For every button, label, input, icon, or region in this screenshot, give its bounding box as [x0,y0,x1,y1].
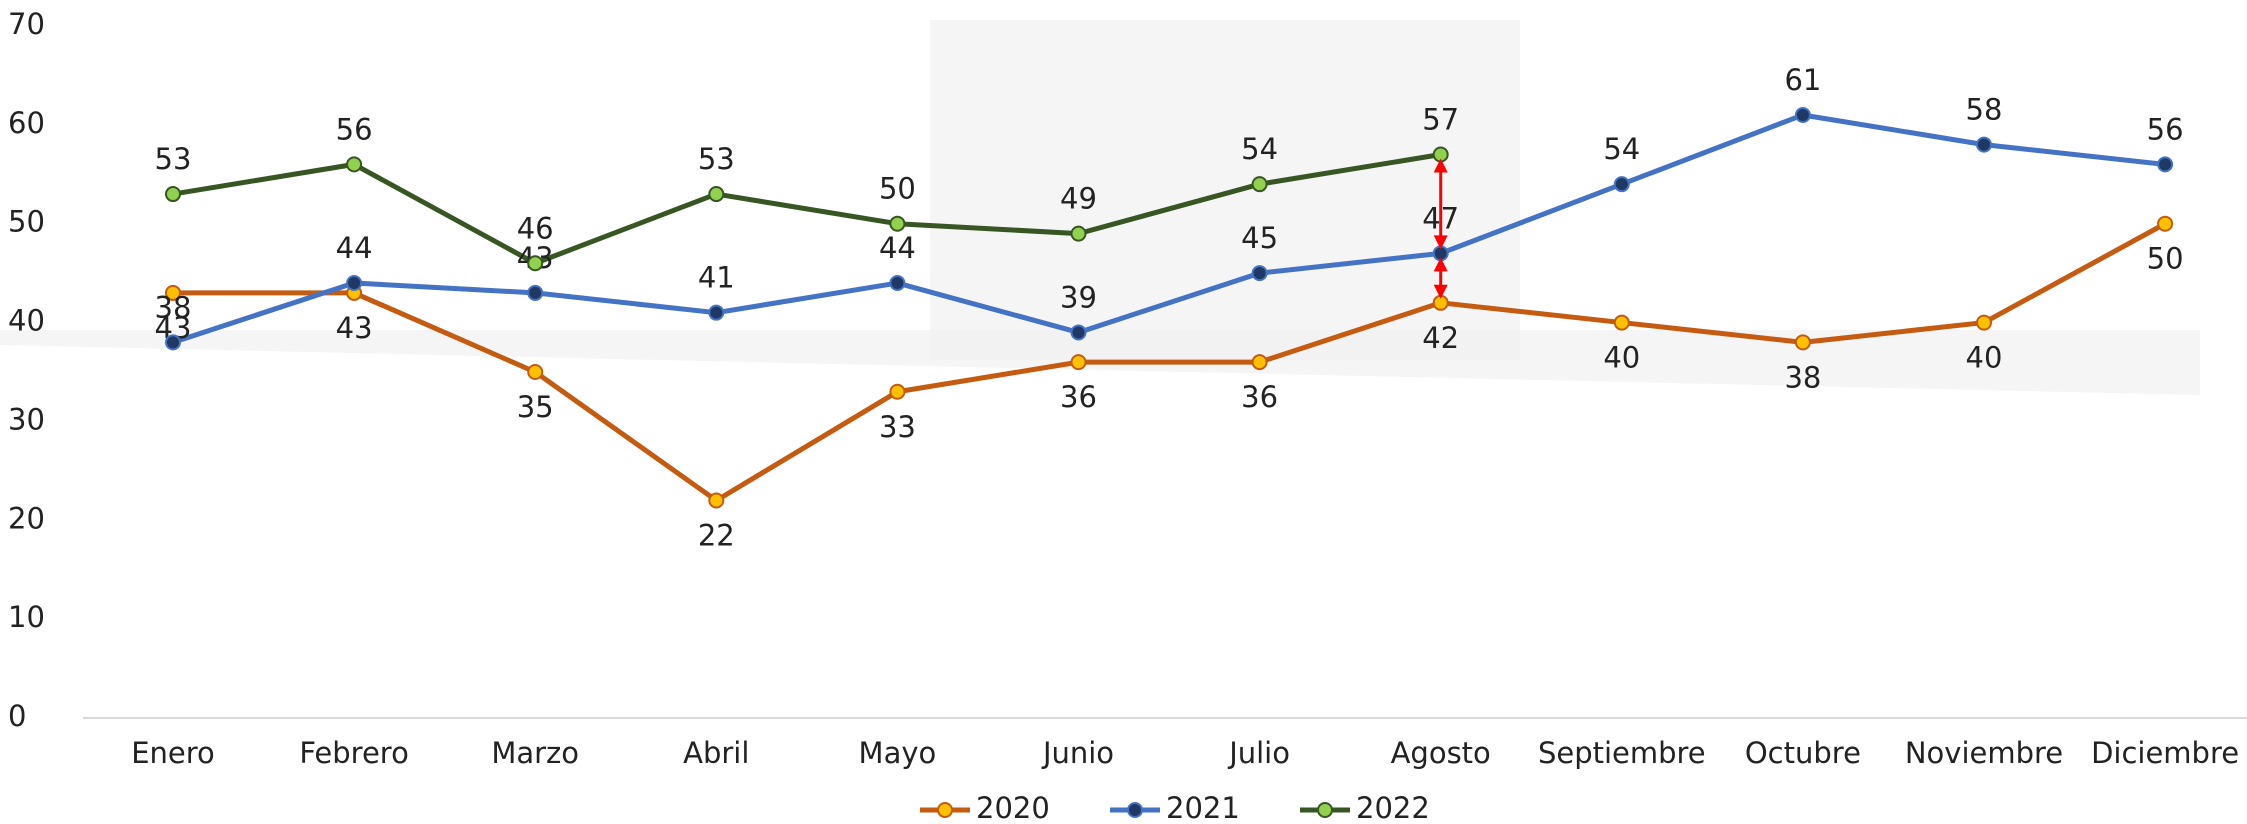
data-point [1253,266,1267,280]
data-label: 36 [1241,380,1278,414]
data-label: 56 [336,112,373,146]
data-point [1796,108,1810,122]
data-point [890,217,904,231]
x-tick-label: Agosto [1391,736,1491,770]
data-point [1977,316,1991,330]
data-label: 38 [1784,360,1821,394]
data-label: 41 [698,261,735,295]
legend-label: 2021 [1166,791,1240,824]
x-tick-label: Julio [1227,736,1290,770]
legend-marker [938,803,952,817]
data-point [1072,355,1086,369]
data-point [1253,177,1267,191]
x-tick-label: Mayo [859,736,937,770]
data-label: 57 [1422,103,1459,137]
data-point [1977,138,1991,152]
data-label: 58 [1966,93,2003,127]
data-point [347,276,361,290]
legend-marker [1318,803,1332,817]
x-tick-label: Noviembre [1905,736,2063,770]
data-label: 46 [517,211,554,245]
data-point [1253,355,1267,369]
data-point [890,385,904,399]
x-tick-label: Septiembre [1538,736,1706,770]
data-label: 54 [1603,132,1640,166]
y-tick-label: 40 [8,304,45,338]
data-point [528,286,542,300]
data-label: 40 [1966,341,2003,375]
background-building [930,20,1520,360]
legend-label: 2020 [976,791,1050,824]
data-point [1072,325,1086,339]
data-point [1072,227,1086,241]
data-point [528,365,542,379]
data-label: 38 [155,290,192,324]
data-point [2158,217,2172,231]
legend-label: 2022 [1356,791,1430,824]
data-label: 56 [2147,112,2184,146]
data-label: 43 [336,311,373,345]
y-tick-label: 50 [8,205,45,239]
data-label: 49 [1060,182,1097,216]
data-point [709,306,723,320]
data-point [1615,177,1629,191]
y-tick-label: 70 [8,7,45,41]
data-label: 50 [879,172,916,206]
data-label: 45 [1241,221,1278,255]
x-tick-label: Diciembre [2091,736,2239,770]
x-tick-label: Febrero [299,736,409,770]
data-point [347,157,361,171]
x-tick-label: Abril [683,736,749,770]
data-label: 61 [1784,63,1821,97]
data-point [709,187,723,201]
data-label: 53 [698,142,735,176]
x-tick-label: Octubre [1745,736,1861,770]
data-point [1615,316,1629,330]
data-label: 50 [2147,242,2184,276]
data-label: 22 [698,519,735,553]
data-point [528,256,542,270]
data-point [890,276,904,290]
data-label: 44 [879,231,916,265]
data-label: 35 [517,390,554,424]
y-tick-label: 10 [8,600,45,634]
legend-marker [1128,803,1142,817]
data-point [709,494,723,508]
y-tick-label: 0 [8,699,26,733]
data-point [166,187,180,201]
y-tick-label: 20 [8,501,45,535]
data-label: 33 [879,410,916,444]
data-point [2158,157,2172,171]
data-label: 44 [336,231,373,265]
x-tick-label: Junio [1041,736,1114,770]
y-tick-label: 60 [8,106,45,140]
data-label: 53 [155,142,192,176]
data-point [1796,335,1810,349]
data-label: 54 [1241,132,1278,166]
data-point [166,335,180,349]
x-tick-label: Marzo [491,736,579,770]
data-label: 39 [1060,280,1097,314]
chart: 0 10 20 30 40 50 60 70 Enero Febrero Marzo Abril May… [0,0,2247,824]
data-label: 36 [1060,380,1097,414]
data-label: 42 [1422,321,1459,355]
data-label: 40 [1603,341,1640,375]
x-tick-label: Enero [131,736,215,770]
y-tick-label: 30 [8,402,45,436]
